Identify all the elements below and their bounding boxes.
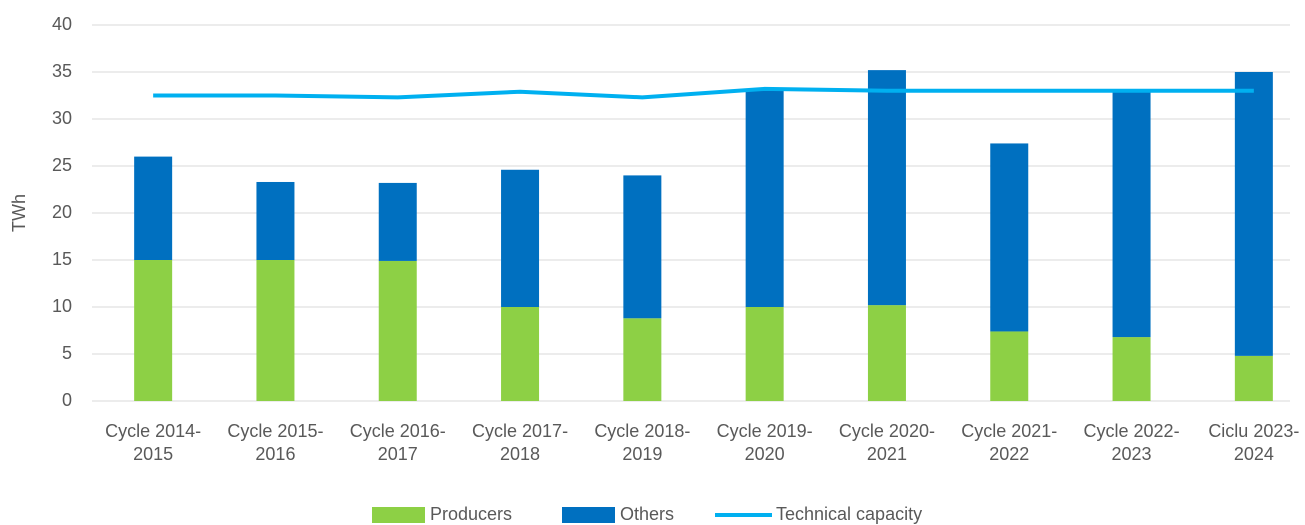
bar [1234,355,1273,401]
y-tick-label: 20 [52,202,72,222]
bar [501,169,540,307]
legend-swatch [562,507,615,523]
bar [134,156,173,260]
bar [256,260,295,401]
y-tick-label: 40 [52,14,72,34]
bar [134,260,173,401]
legend-label: Technical capacity [776,504,922,524]
x-tick-label: Cycle 2015-2016 [227,421,324,464]
legend-label: Others [620,504,674,524]
bar [867,70,906,306]
x-tick-label: Cycle 2021-2022 [961,421,1058,464]
y-tick-label: 10 [52,296,72,316]
bar [745,307,784,401]
bar [990,143,1029,332]
x-tick-label: Cycle 2017-2018 [472,421,569,464]
bar [1234,72,1273,356]
x-tick-label: Cycle 2020-2021 [838,421,935,464]
bar [501,307,540,401]
x-tick-label: Ciclu 2023-2024 [1208,421,1300,464]
y-tick-label: 35 [52,61,72,81]
x-tick-label: Cycle 2016-2017 [349,421,446,464]
x-tick-label: Cycle 2018-2019 [594,421,691,464]
bar [623,318,662,401]
legend-swatch [372,507,425,523]
bar [256,181,295,260]
x-tick-label: Cycle 2022-2023 [1083,421,1180,464]
bar [623,175,662,319]
x-tick-label: Cycle 2019-2020 [716,421,813,464]
bar [745,88,784,307]
bar [1112,90,1151,338]
bar [867,305,906,401]
y-tick-label: 30 [52,108,72,128]
bar [378,182,417,261]
y-tick-label: 25 [52,155,72,175]
y-tick-label: 0 [62,390,72,410]
legend-label: Producers [430,504,512,524]
bar [378,260,417,401]
y-tick-label: 5 [62,343,72,363]
x-tick-label: Cycle 2014-2015 [105,421,202,464]
line-series [153,86,1254,100]
y-axis-title: TWh [9,194,29,232]
y-tick-label: 15 [52,249,72,269]
bar [1112,337,1151,401]
bar [990,331,1029,401]
